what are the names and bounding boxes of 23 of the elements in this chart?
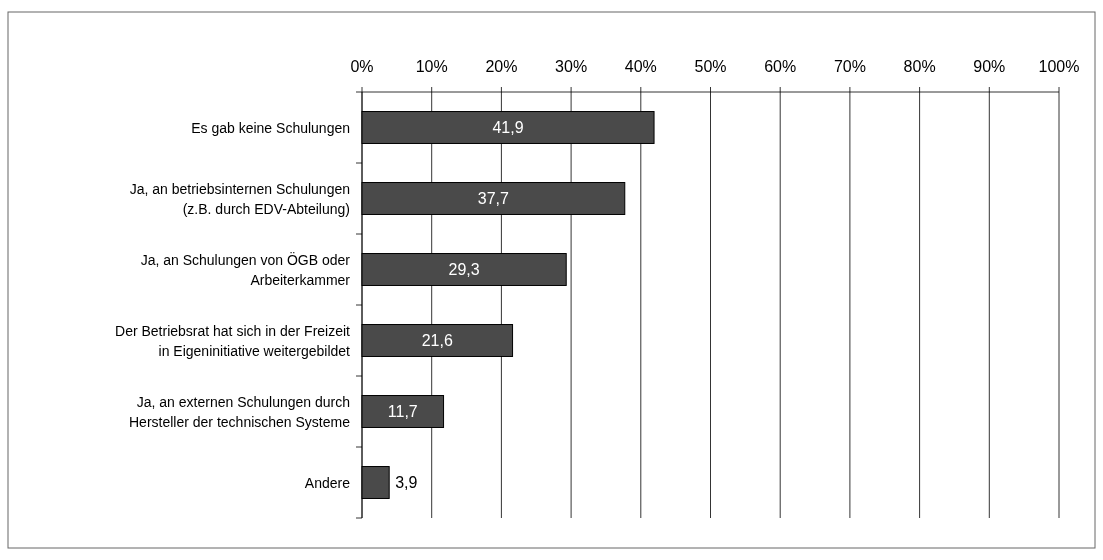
data-label: 3,9 [395, 474, 418, 491]
x-tick-label: 10% [415, 58, 448, 75]
data-label: 11,7 [387, 403, 418, 420]
x-tick-label: 100% [1038, 58, 1080, 75]
x-tick-label: 30% [555, 58, 588, 75]
x-tick-label: 80% [903, 58, 936, 75]
x-tick-label: 0% [350, 58, 374, 75]
y-tick-label: Der Betriebsrat hat sich in der Freizeit in Eigeninitiative weitergebildet [115, 322, 351, 359]
x-tick-label: 60% [764, 58, 797, 75]
data-label: 29,3 [448, 261, 480, 278]
x-tick-label: 20% [485, 58, 518, 75]
y-tick-label: Ja, an Schulungen von ÖGB oder Arbeiterkammer [140, 250, 351, 288]
data-label: 37,7 [477, 190, 510, 207]
data-label: 41,9 [492, 119, 524, 136]
x-tick-label: 90% [973, 58, 1006, 75]
x-tick-label: 70% [833, 58, 866, 75]
data-label: 21,6 [421, 332, 453, 349]
x-tick-label: 50% [694, 58, 727, 75]
x-tick-label: 40% [624, 58, 657, 75]
y-tick-label: Andere [304, 474, 351, 491]
y-tick-label: Ja, an betriebsinternen Schulungen (z.B. durch EDV-Abteilung) [129, 180, 350, 217]
y-tick-label: Es gab keine Schulungen [191, 119, 350, 136]
y-tick-label: Ja, an externen Schulungen durch Hersteller der technischen Systeme [129, 393, 351, 430]
